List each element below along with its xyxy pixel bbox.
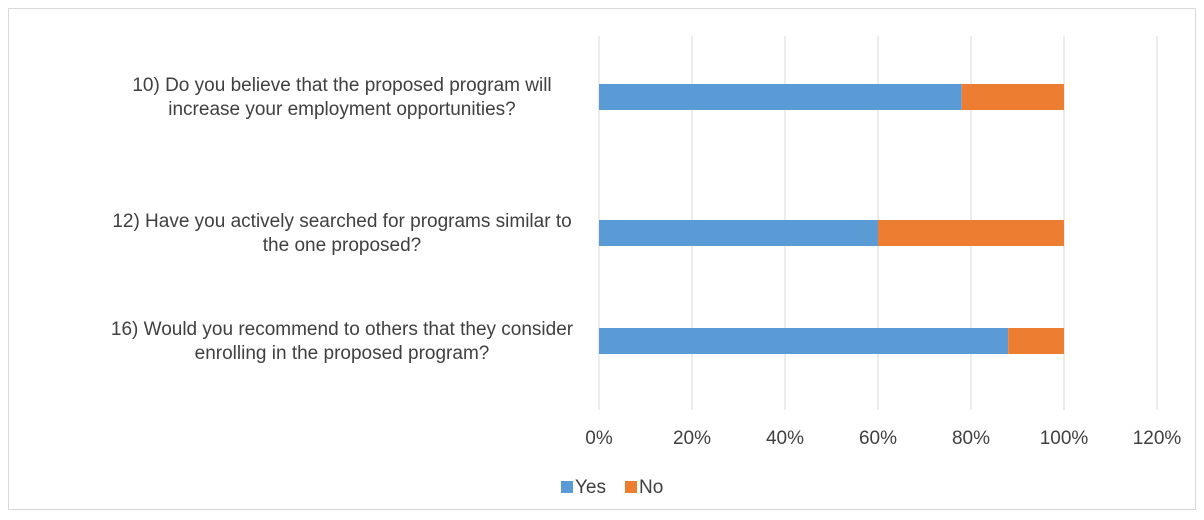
x-tick-label-2: 40% — [766, 428, 804, 449]
legend: Yes No — [561, 477, 663, 498]
bar-no-2 — [1008, 328, 1064, 354]
x-axis-tick-labels: 0% 20% 40% 60% 80% 100% 120% — [585, 428, 1181, 449]
x-tick-label-0: 0% — [585, 428, 613, 449]
x-tick-label-4: 80% — [952, 428, 990, 449]
x-tick-label-3: 60% — [859, 428, 897, 449]
category-label-1-line-0: 12) Have you actively searched for progr… — [112, 211, 571, 232]
legend-swatch-no — [625, 481, 637, 493]
category-label-1-line-1: the one proposed? — [263, 235, 421, 256]
bar-yes-2 — [599, 328, 1009, 354]
category-label-2-line-0: 16) Would you recommend to others that t… — [111, 319, 574, 340]
category-label-0-line-1: increase your employment opportunities? — [168, 99, 515, 120]
bar-no-0 — [961, 84, 1064, 110]
category-label-2-line-1: enrolling in the proposed program? — [195, 343, 490, 364]
x-tick-label-1: 20% — [673, 428, 711, 449]
legend-swatch-yes — [561, 481, 573, 493]
x-tick-label-6: 120% — [1133, 428, 1182, 449]
legend-label-no: No — [639, 477, 663, 498]
bar-no-1 — [878, 220, 1064, 246]
bars — [599, 84, 1064, 354]
x-tick-label-5: 100% — [1040, 428, 1089, 449]
category-label-0-line-0: 10) Do you believe that the proposed pro… — [132, 75, 551, 96]
bar-yes-1 — [599, 220, 878, 246]
category-labels: 10) Do you believe that the proposed pro… — [111, 75, 574, 364]
bar-yes-0 — [599, 84, 962, 110]
legend-label-yes: Yes — [575, 477, 606, 498]
